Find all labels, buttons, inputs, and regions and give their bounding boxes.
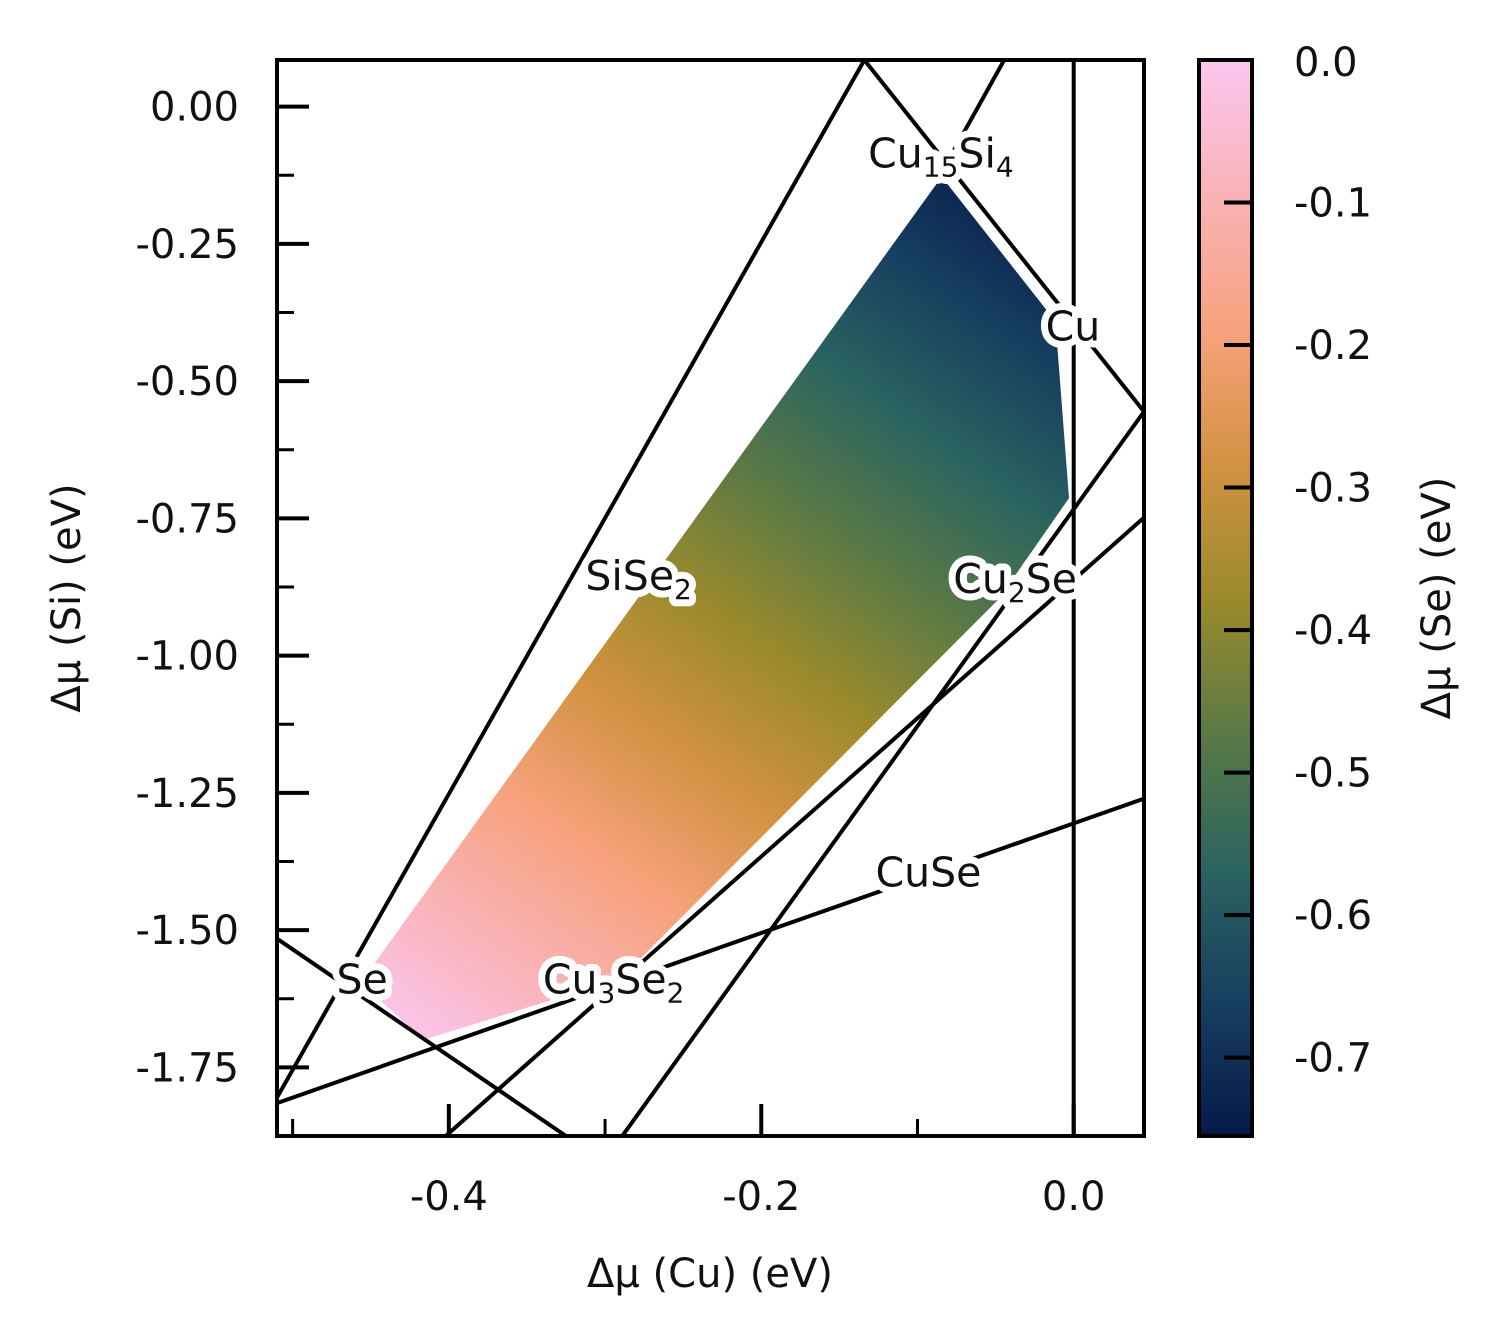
svg-text:Cu3Se2: Cu3Se2 [543, 956, 685, 1010]
y-tick-label: 0.00 [150, 85, 239, 131]
colorbar-tick-label: 0.0 [1294, 40, 1358, 86]
svg-text:Cu2Se: Cu2Se [953, 555, 1077, 609]
boundary-line-se [277, 936, 568, 1136]
x-axis-title: Δμ (Cu) (eV) [587, 1251, 833, 1297]
colorbar-tick-label: -0.4 [1294, 608, 1372, 654]
y-tick-label: -0.25 [136, 222, 240, 268]
colorbar-tick-label: -0.7 [1294, 1036, 1372, 1082]
colorbar-tick-label: -0.2 [1294, 323, 1372, 369]
colorbar-fill [1199, 60, 1252, 1136]
svg-text:Cu: Cu [1046, 302, 1101, 350]
colorbar-tick-label: -0.1 [1294, 181, 1372, 227]
y-tick-label: -0.75 [136, 496, 240, 542]
svg-text:Se: Se [337, 956, 388, 1004]
boundary-line-cu15si4 [939, 60, 1006, 175]
colorbar-title: Δμ (Se) (eV) [1414, 477, 1460, 720]
y-tick-label: -1.00 [136, 634, 240, 680]
boundary-line-cu [862, 60, 1144, 413]
colorbar-tick-label: -0.6 [1294, 893, 1372, 939]
boundary-line-cu3se2 [444, 516, 1144, 1136]
colorbar-ticks: 0.0 -0.1 -0.2 -0.3 -0.4 -0.5 -0.6 -0.7 [1224, 40, 1372, 1082]
y-tick-label: -1.75 [136, 1045, 240, 1091]
svg-text:SiSe2: SiSe2 [585, 552, 692, 606]
y-axis-title: Δμ (Si) (eV) [44, 483, 90, 712]
svg-text:Se: Se [337, 956, 388, 1004]
x-tick-label: -0.2 [722, 1174, 800, 1220]
x-tick-label: 0.0 [1042, 1174, 1106, 1220]
stability-region-layer [360, 176, 1070, 1040]
colorbar-tick-label: -0.5 [1294, 751, 1372, 797]
svg-text:Cu2Se: Cu2Se [953, 555, 1077, 609]
y-tick-label: -1.25 [136, 771, 240, 817]
colorbar-tick-label: -0.3 [1294, 466, 1372, 512]
svg-text:Cu15Si4: Cu15Si4 [868, 129, 1014, 183]
stability-region [360, 176, 1070, 1040]
boundary-line-cu2se [620, 410, 1144, 1136]
y-tick-label: -0.50 [136, 359, 240, 405]
x-axis: -0.4 -0.2 0.0 [291, 1104, 1106, 1220]
x-tick-label: -0.4 [410, 1174, 488, 1220]
svg-text:CuSe: CuSe [875, 848, 981, 896]
colorbar: 0.0 -0.1 -0.2 -0.3 -0.4 -0.5 -0.6 -0.7 [1197, 40, 1372, 1138]
svg-text:Cu15Si4: Cu15Si4 [868, 129, 1014, 183]
boundary-line-sise2 [277, 60, 867, 1099]
boundary-lines-layer [277, 60, 1144, 1136]
svg-text:CuSe: CuSe [875, 848, 981, 896]
y-tick-label: -1.50 [136, 908, 240, 954]
y-axis: 0.00 -0.25 -0.50 -0.75 -1.00 -1.25 -1.50 -1.75 [136, 85, 309, 1138]
plot-frame [275, 58, 1146, 1138]
boundary-line-cuse [277, 796, 1144, 1105]
svg-text:Cu: Cu [1046, 302, 1101, 350]
